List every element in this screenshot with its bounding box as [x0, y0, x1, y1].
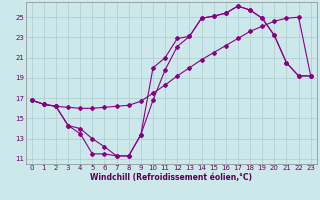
X-axis label: Windchill (Refroidissement éolien,°C): Windchill (Refroidissement éolien,°C)	[90, 173, 252, 182]
